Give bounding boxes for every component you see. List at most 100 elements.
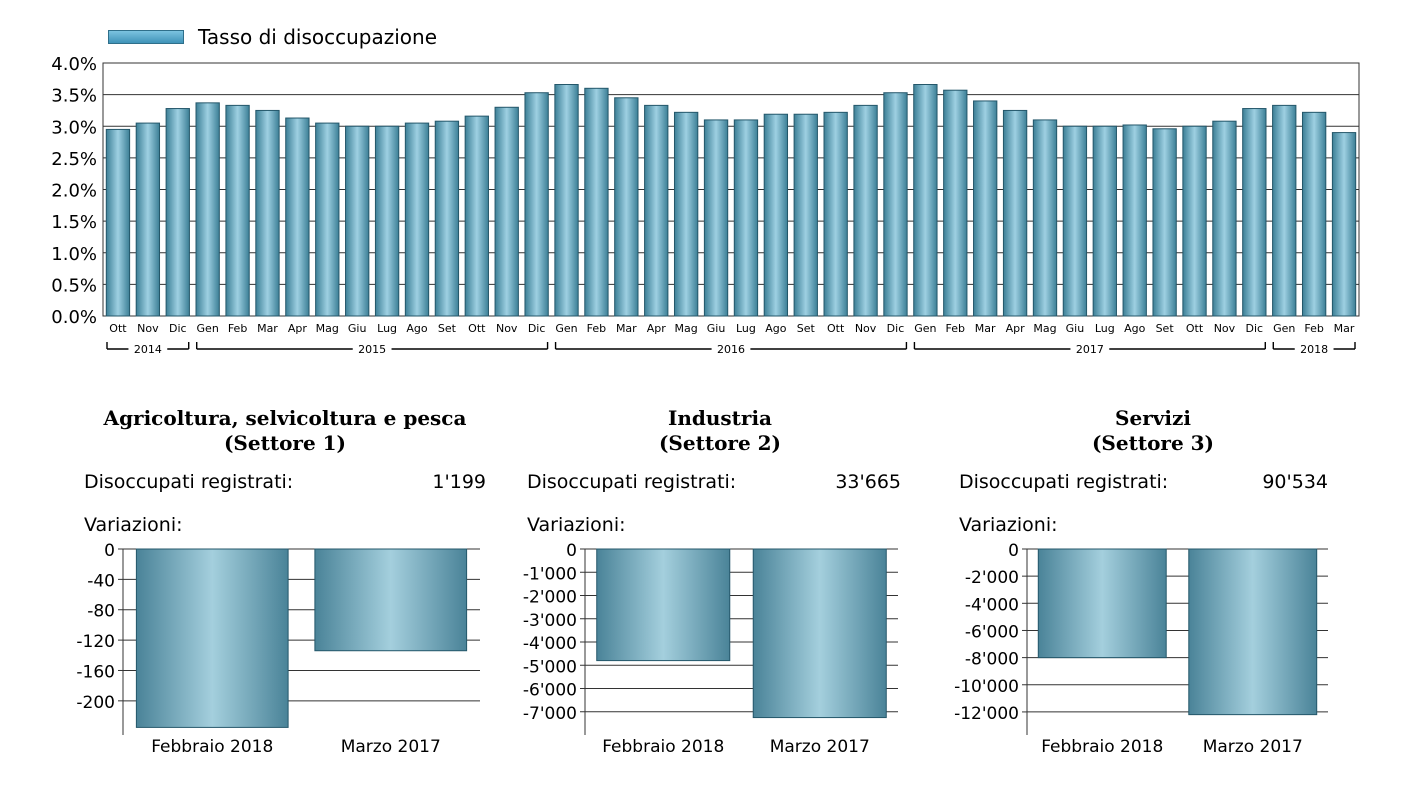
y-tick-label: -6'000 bbox=[965, 622, 1019, 642]
bar bbox=[554, 84, 579, 317]
y-tick-label: -8'000 bbox=[965, 650, 1019, 670]
y-tick-label: 0 bbox=[104, 541, 115, 561]
sector-2-registered-value: 33'665 bbox=[835, 471, 901, 493]
x-tick-label: Feb bbox=[1304, 322, 1323, 335]
bar bbox=[165, 108, 190, 317]
y-tick-label: 2.0% bbox=[51, 181, 97, 202]
sector-2-variations-label: Variazioni: bbox=[527, 514, 626, 536]
x-tick-label: Nov bbox=[137, 322, 159, 335]
bar bbox=[913, 84, 938, 317]
bar bbox=[105, 128, 131, 317]
x-tick-label: Giu bbox=[1066, 322, 1085, 335]
y-tick-label: -200 bbox=[76, 693, 115, 713]
sector-3-variations-label: Variazioni: bbox=[959, 514, 1058, 536]
x-tick-label: Ago bbox=[765, 322, 787, 335]
x-tick-label: Marzo 2017 bbox=[770, 737, 870, 757]
y-tick-label: 0.5% bbox=[51, 275, 97, 296]
y-tick-label: -4'000 bbox=[965, 595, 1019, 615]
bar bbox=[345, 125, 370, 317]
bar bbox=[1272, 104, 1297, 317]
bar bbox=[1188, 548, 1318, 716]
x-tick-label: Set bbox=[438, 322, 457, 335]
y-tick-label: 3.0% bbox=[51, 117, 97, 138]
bar bbox=[225, 104, 250, 317]
bar bbox=[1002, 109, 1028, 317]
x-tick-label: Mar bbox=[616, 322, 637, 335]
year-label: 2014 bbox=[134, 343, 162, 356]
bar bbox=[1032, 119, 1058, 317]
x-tick-label: Ott bbox=[827, 322, 845, 335]
bar bbox=[1182, 125, 1207, 317]
sector-1-subtitle: (Settore 1) bbox=[223, 431, 347, 455]
bar bbox=[883, 92, 908, 317]
bar bbox=[315, 122, 340, 317]
x-tick-label: Dic bbox=[528, 322, 546, 335]
x-tick-label: Nov bbox=[855, 322, 877, 335]
x-tick-label: Ott bbox=[109, 322, 127, 335]
bar bbox=[1242, 108, 1267, 317]
y-tick-label: -10'000 bbox=[954, 677, 1019, 697]
sector-1-variations-chart: 0 -40 -80 -120 -160 -200 Febbraio 2018 Marzo 20… bbox=[76, 541, 480, 757]
bar bbox=[1301, 111, 1327, 317]
bar bbox=[973, 100, 998, 317]
x-tick-label: Ago bbox=[1124, 322, 1146, 335]
y-tick-label: 0 bbox=[566, 541, 577, 561]
bar bbox=[703, 119, 729, 317]
x-tick-label: Mar bbox=[1334, 322, 1355, 335]
x-tick-label: Lug bbox=[377, 322, 397, 335]
sector-1-title-line: Agricoltura, selvicoltura e pesca bbox=[103, 406, 467, 430]
sector-3-title-line: Servizi bbox=[1115, 406, 1191, 430]
y-tick-label: 3.5% bbox=[51, 86, 97, 107]
sector-2-subtitle: (Settore 2) bbox=[658, 431, 782, 455]
sector-1-variations-label: Variazioni: bbox=[84, 514, 183, 536]
y-tick-label: -2'000 bbox=[965, 568, 1019, 588]
bar bbox=[1092, 125, 1117, 317]
x-tick-label: Gen bbox=[555, 322, 577, 335]
x-tick-label: Apr bbox=[1006, 322, 1026, 335]
y-tick-label: -120 bbox=[76, 632, 115, 652]
sector-3-title: Servizi (Settore 3) bbox=[953, 406, 1353, 456]
y-tick-label: -160 bbox=[76, 662, 115, 682]
unemployment-rate-chart: 0.0% 0.5% 1.0% 1.5% 2.0% 2.5% 3.0% 3.5% 4.0% Ott N… bbox=[51, 54, 1360, 356]
bar bbox=[1152, 128, 1177, 317]
x-tick-label: Set bbox=[797, 322, 816, 335]
sector-3-variations-chart: 0 -2'000 -4'000 -6'000 -8'000 -10'000 -12'000 F… bbox=[954, 541, 1328, 757]
y-tick-label: -7'000 bbox=[523, 704, 577, 724]
sector-1-registered-label: Disoccupati registrati: bbox=[84, 471, 294, 493]
x-tick-label: Feb bbox=[587, 322, 606, 335]
x-tick-label: Lug bbox=[1095, 322, 1115, 335]
x-tick-label: Ago bbox=[406, 322, 428, 335]
year-label: 2017 bbox=[1076, 343, 1104, 356]
y-tick-label: 4.0% bbox=[51, 54, 97, 75]
x-tick-label: Mag bbox=[1033, 322, 1056, 335]
y-tick-label: -1'000 bbox=[523, 564, 577, 584]
bar bbox=[434, 120, 460, 317]
x-tick-label: Marzo 2017 bbox=[341, 737, 441, 757]
bar bbox=[1212, 120, 1237, 317]
x-tick-label: Nov bbox=[496, 322, 518, 335]
x-tick-label: Gen bbox=[197, 322, 219, 335]
x-tick-label: Feb bbox=[946, 322, 965, 335]
bar bbox=[135, 122, 161, 317]
x-tick-label: Gen bbox=[1273, 322, 1295, 335]
year-label: 2016 bbox=[717, 343, 745, 356]
bar bbox=[763, 113, 789, 317]
bar bbox=[404, 122, 430, 317]
x-tick-label: Febbraio 2018 bbox=[1041, 737, 1163, 757]
y-tick-label: 1.0% bbox=[51, 244, 97, 265]
x-tick-label: Mag bbox=[316, 322, 339, 335]
bar bbox=[584, 87, 609, 317]
x-tick-label: Dic bbox=[1246, 322, 1264, 335]
bar bbox=[1331, 132, 1357, 317]
bar bbox=[1122, 124, 1147, 317]
bar bbox=[314, 548, 468, 652]
sector-2-title: Industria (Settore 2) bbox=[520, 406, 920, 456]
x-tick-label: Dic bbox=[887, 322, 905, 335]
sector-2-title-line: Industria bbox=[667, 406, 772, 430]
bar bbox=[673, 111, 699, 317]
bar bbox=[823, 111, 848, 317]
x-tick-label: Febbraio 2018 bbox=[602, 737, 724, 757]
y-tick-label: -5'000 bbox=[523, 657, 577, 677]
bar bbox=[943, 89, 968, 317]
bar bbox=[1037, 548, 1167, 659]
